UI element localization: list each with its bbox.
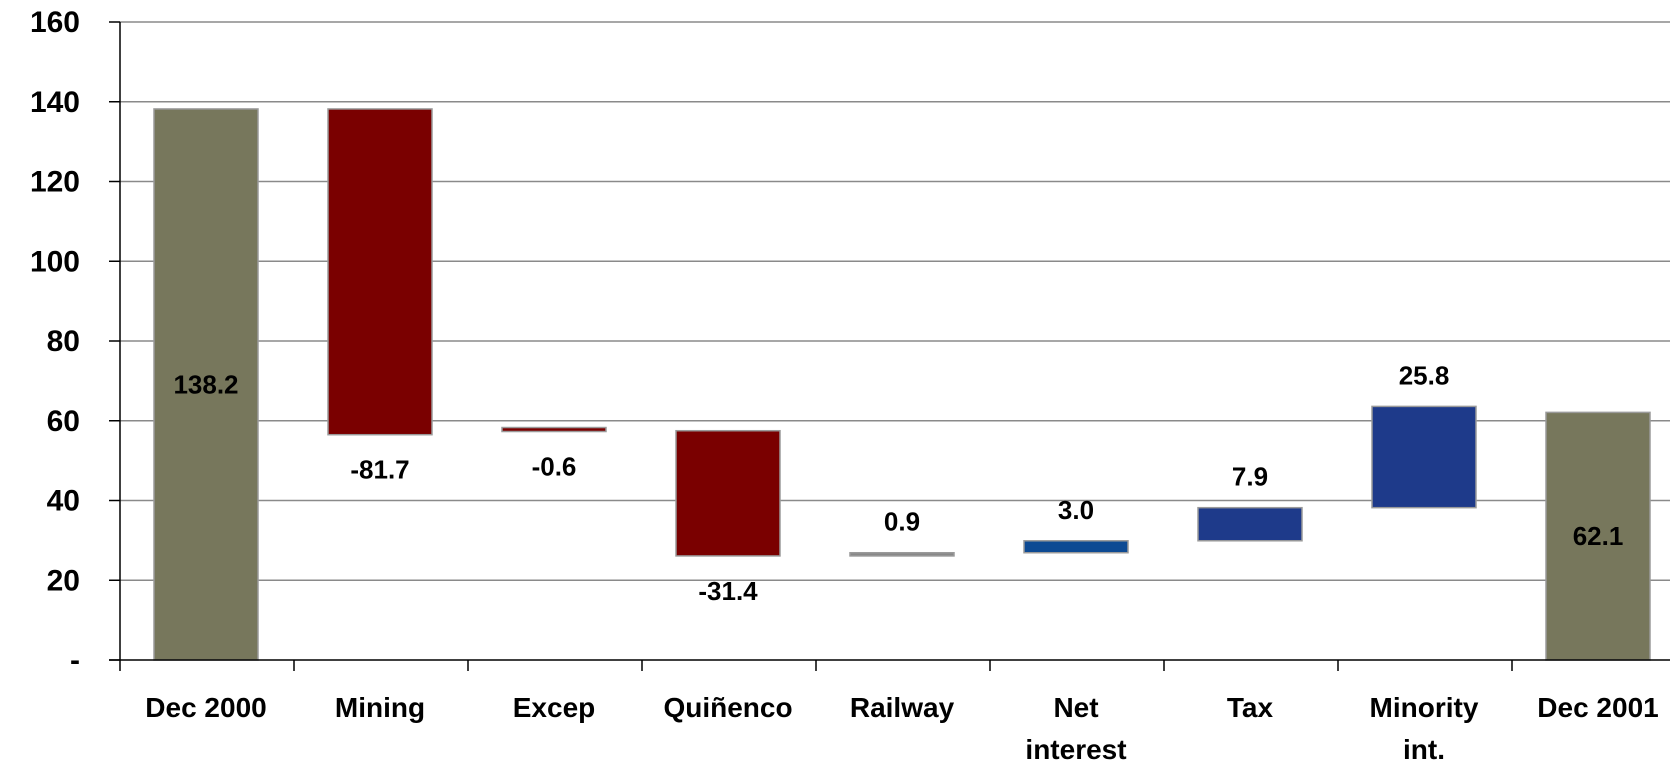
x-category-label: interest [1025,734,1126,764]
y-tick-label: 60 [47,405,80,438]
x-category-label: Quiñenco [663,692,792,723]
x-category-label: Net [1053,692,1098,723]
y-tick-label: - [70,644,80,677]
y-tick-label: 40 [47,485,80,518]
data-label: 25.8 [1399,360,1450,390]
x-category-label: Mining [335,692,425,723]
y-tick-label: 100 [30,245,80,278]
data-label: 7.9 [1232,462,1268,492]
bar [675,429,781,557]
y-tick-label: 20 [47,564,80,597]
data-label: -31.4 [698,576,758,606]
bar [327,108,433,436]
bars [153,108,1651,661]
data-label: -81.7 [350,455,409,485]
data-label: -0.6 [532,452,577,482]
bar [849,551,955,557]
x-category-label: Excep [513,692,596,723]
data-label: 3.0 [1058,495,1094,525]
bar [153,108,259,661]
x-category-label: Dec 2000 [145,692,266,723]
labels: - 20 40 60 80 100 120 140 160 138.2 -81.7 -0.6 -31.4… [30,6,1659,764]
bar [1197,506,1303,542]
bar [1371,405,1477,509]
y-tick-label: 140 [30,86,80,119]
y-tick-label: 80 [47,325,80,358]
y-tick-label: 160 [30,6,80,39]
x-category-label: int. [1403,734,1445,764]
x-category-label: Minority [1370,692,1479,723]
axes [109,21,1670,671]
bar [501,426,607,433]
data-label: 0.9 [884,507,920,537]
data-label: 62.1 [1573,521,1624,551]
x-category-label: Tax [1227,692,1274,723]
y-tick-label: 120 [30,166,80,199]
data-label: 138.2 [173,369,238,399]
x-category-label: Dec 2001 [1537,692,1658,723]
x-category-label: Railway [850,692,955,723]
bar [1023,540,1129,554]
